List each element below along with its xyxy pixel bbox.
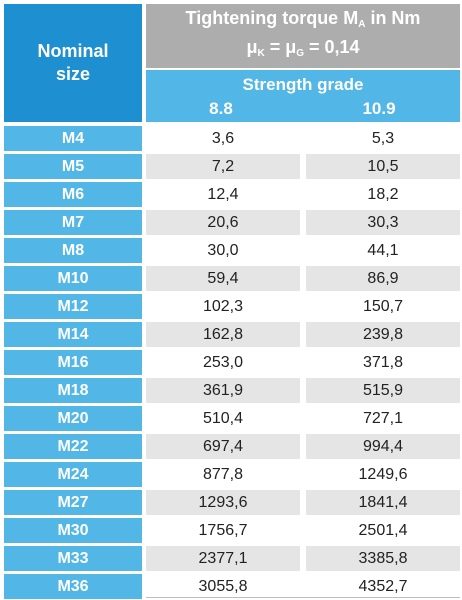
torque-8-8-cell: 361,9: [146, 378, 300, 403]
nominal-size-cell: M30: [4, 518, 142, 543]
nominal-size-cell: M14: [4, 322, 142, 347]
torque-8-8-cell: 510,4: [202, 409, 244, 427]
mu-g-subscript: G: [296, 48, 304, 59]
torque-10-9-cell: 44,1: [367, 241, 399, 259]
nominal-size-line1: Nominal: [37, 41, 109, 61]
torque-8-8-cell: 7,2: [146, 154, 300, 179]
torque-10-9-cell: 4352,7: [358, 577, 408, 595]
nominal-size-cell: M16: [4, 350, 142, 375]
nominal-size-cell: M36: [4, 574, 142, 599]
torque-10-9-cell: 515,9: [306, 378, 460, 403]
nominal-size-cell: M20: [4, 406, 142, 431]
torque-8-8-cell: 253,0: [202, 353, 244, 371]
grade-8-8-header: 8.8: [209, 99, 233, 118]
table-row: M8 30,0 44,1: [4, 238, 460, 263]
table-row: M6 12,4 18,2: [4, 182, 460, 207]
nominal-size-cell: M4: [4, 126, 142, 151]
torque-8-8-cell: 12,4: [207, 185, 239, 203]
table-row: M36 3055,8 4352,7: [4, 574, 460, 599]
nominal-size-cell: M8: [4, 238, 142, 263]
torque-10-9-cell: 86,9: [306, 266, 460, 291]
strength-grade-title: Strength grade: [242, 75, 364, 94]
nominal-size-line2: size: [55, 64, 91, 84]
table-row: M16 253,0 371,8: [4, 350, 460, 375]
torque-title-subscript: A: [358, 19, 366, 30]
table-row: M10 59,4 86,9: [4, 266, 460, 291]
torque-header: Tightening torque MA in Nm μK = μG = 0,1…: [146, 4, 460, 68]
torque-10-9-cell: 1249,6: [358, 465, 408, 483]
torque-8-8-cell: 30,0: [207, 241, 239, 259]
nominal-size-cell: M24: [4, 462, 142, 487]
torque-8-8-cell: 3055,8: [198, 577, 248, 595]
torque-10-9-cell: 10,5: [306, 154, 460, 179]
torque-10-9-cell: 18,2: [367, 185, 399, 203]
table-row: M22 697,4 994,4: [4, 434, 460, 459]
table-row: M20 510,4 727,1: [4, 406, 460, 431]
strength-grade-header: Strength grade 8.8 10.9: [146, 70, 460, 122]
torque-8-8-cell: 2377,1: [146, 546, 300, 571]
nominal-size-cell: M18: [4, 378, 142, 403]
nominal-size-cell: M7: [4, 210, 142, 235]
nominal-size-cell: M33: [4, 546, 142, 571]
torque-title-text: Tightening torque M: [185, 8, 359, 28]
table-row: M7 20,6 30,3: [4, 210, 460, 235]
torque-10-9-cell: 5,3: [371, 129, 395, 147]
torque-10-9-cell: 30,3: [306, 210, 460, 235]
table-row: M12 102,3 150,7: [4, 294, 460, 319]
nominal-size-cell: M10: [4, 266, 142, 291]
torque-10-9-cell: 371,8: [362, 353, 404, 371]
torque-title-suffix: in Nm: [365, 8, 421, 28]
table-row: M24 877,8 1249,6: [4, 462, 460, 487]
nominal-size-cell: M22: [4, 434, 142, 459]
torque-10-9-cell: 994,4: [306, 434, 460, 459]
friction-coefficient: μK = μG = 0,14: [246, 36, 359, 65]
torque-title: Tightening torque MA in Nm: [186, 7, 421, 36]
mu-k: μ: [246, 37, 258, 57]
torque-10-9-cell: 727,1: [362, 409, 404, 427]
torque-8-8-cell: 877,8: [202, 465, 244, 483]
torque-10-9-cell: 2501,4: [358, 521, 408, 539]
table-bottom-rule: [146, 597, 460, 598]
torque-10-9-cell: 239,8: [306, 322, 460, 347]
table-row: M5 7,2 10,5: [4, 154, 460, 179]
table-row: M30 1756,7 2501,4: [4, 518, 460, 543]
torque-8-8-cell: 1293,6: [146, 490, 300, 515]
mu-mid: = μ: [264, 37, 297, 57]
torque-8-8-cell: 162,8: [146, 322, 300, 347]
torque-10-9-cell: 3385,8: [306, 546, 460, 571]
torque-8-8-cell: 3,6: [211, 129, 235, 147]
mu-value: = 0,14: [304, 37, 360, 57]
grade-10-9-header: 10.9: [362, 99, 396, 118]
nominal-size-header: Nominal size: [4, 4, 142, 122]
nominal-size-cell: M6: [4, 182, 142, 207]
torque-8-8-cell: 697,4: [146, 434, 300, 459]
torque-10-9-cell: 150,7: [362, 297, 404, 315]
nominal-size-cell: M27: [4, 490, 142, 515]
table-row: M4 3,6 5,3: [4, 126, 460, 151]
nominal-size-cell: M5: [4, 154, 142, 179]
torque-10-9-cell: 1841,4: [306, 490, 460, 515]
torque-8-8-cell: 20,6: [146, 210, 300, 235]
torque-8-8-cell: 1756,7: [198, 521, 248, 539]
table-row: M18 361,9 515,9: [4, 378, 460, 403]
torque-8-8-cell: 59,4: [146, 266, 300, 291]
table-row: M27 1293,6 1841,4: [4, 490, 460, 515]
table-row: M14 162,8 239,8: [4, 322, 460, 347]
mu-k-subscript: K: [257, 48, 265, 59]
nominal-size-cell: M12: [4, 294, 142, 319]
table-row: M33 2377,1 3385,8: [4, 546, 460, 571]
torque-8-8-cell: 102,3: [202, 297, 244, 315]
